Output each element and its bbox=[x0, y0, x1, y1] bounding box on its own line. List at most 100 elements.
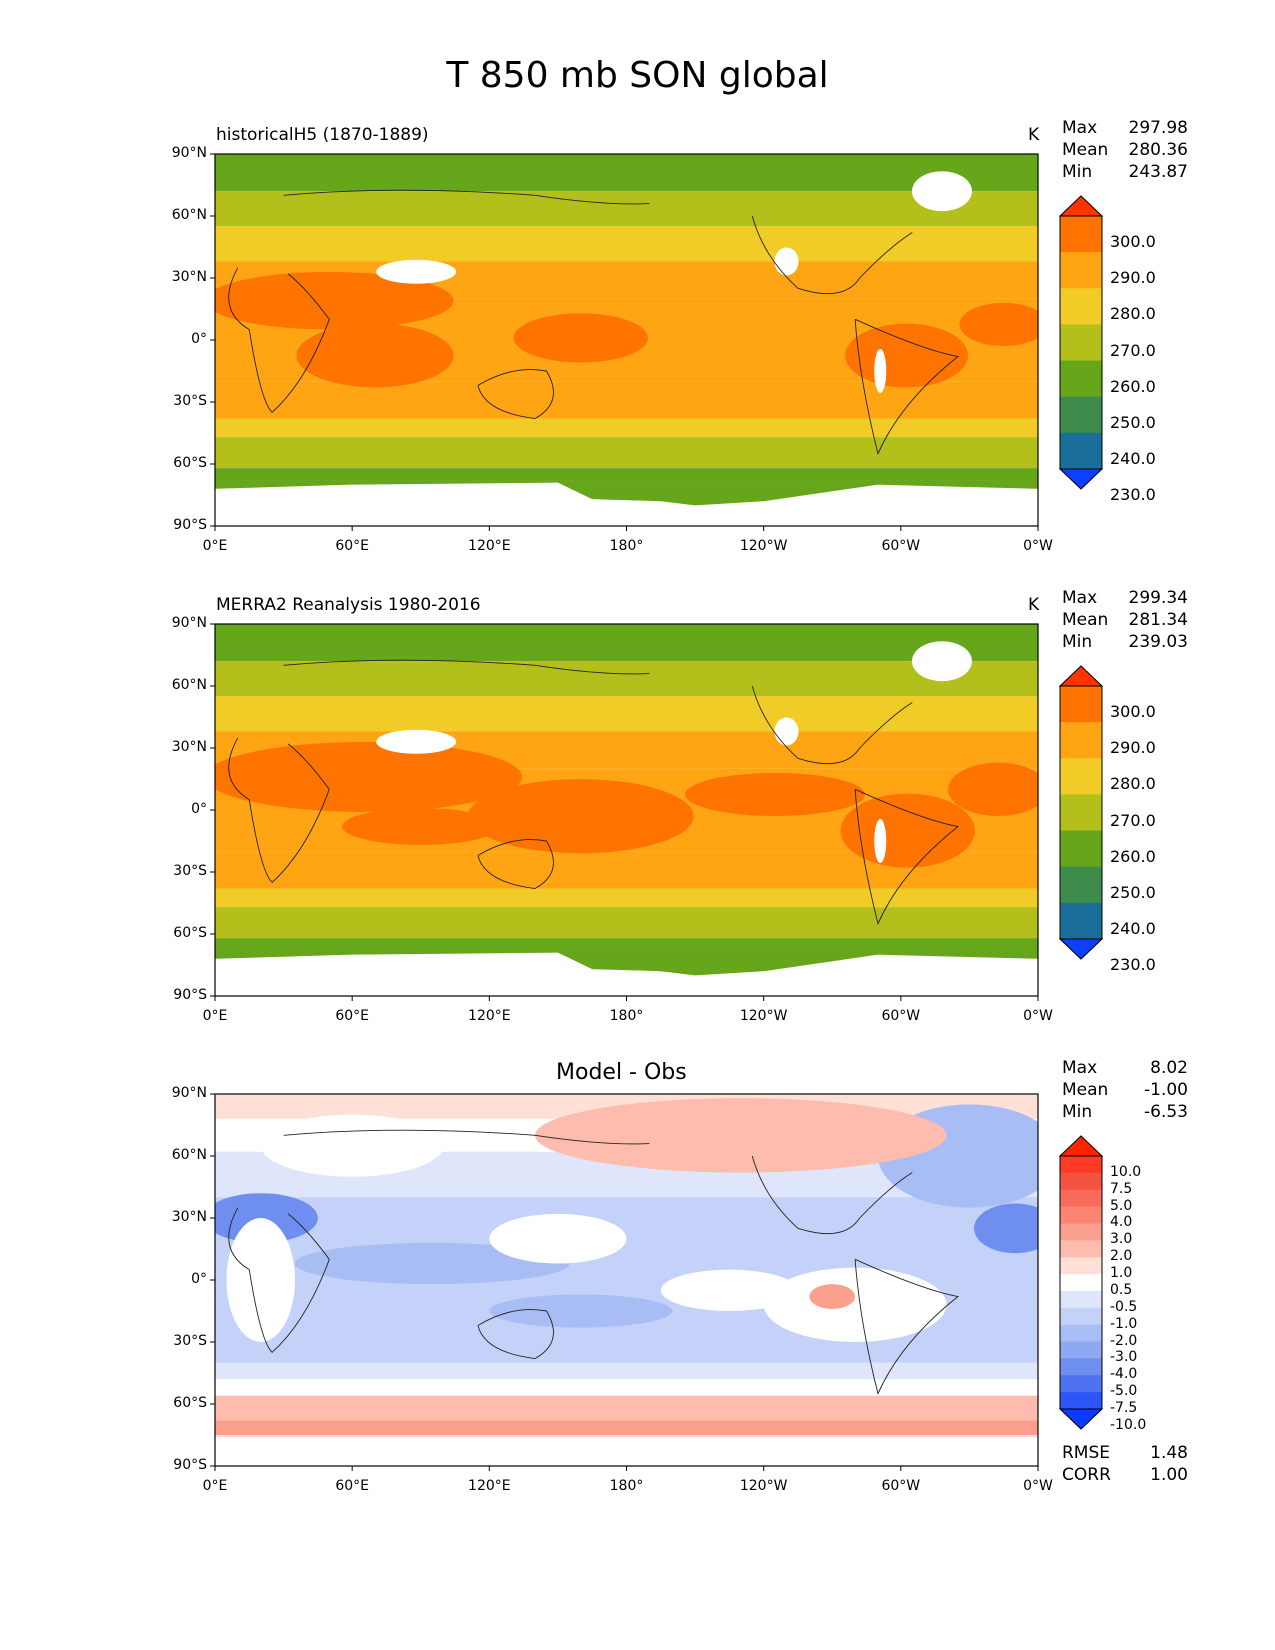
lat-tick-label: 0° bbox=[191, 1271, 207, 1287]
temperature-band bbox=[215, 696, 1038, 732]
antarctica-mask bbox=[215, 482, 1038, 526]
coastline bbox=[228, 1207, 330, 1353]
temperature-band bbox=[215, 154, 1038, 192]
lon-tick-label: 120°E bbox=[468, 1478, 511, 1494]
temperature-band bbox=[215, 381, 1038, 419]
colorbar-outline bbox=[1059, 685, 1103, 940]
colorbar-segment bbox=[1060, 1189, 1102, 1208]
colorbar-tick-label: 240.0 bbox=[1110, 449, 1156, 468]
colorbar-tick-label: 300.0 bbox=[1110, 232, 1156, 252]
panel-2-max-value: 299.34 bbox=[1128, 588, 1188, 608]
colorbar-outline bbox=[1059, 215, 1103, 470]
andes-mask bbox=[874, 819, 887, 863]
lon-tick-label: 180° bbox=[609, 538, 644, 554]
difference-anomaly bbox=[489, 1294, 673, 1328]
coastline bbox=[477, 1309, 554, 1359]
colorbar-segment bbox=[1060, 1307, 1102, 1326]
colorbar-segment bbox=[1060, 1172, 1102, 1191]
panel-1-mean-label: Mean bbox=[1062, 140, 1109, 160]
colorbar-tick-label: 240.0 bbox=[1110, 919, 1156, 938]
temperature-band bbox=[215, 226, 1038, 262]
colorbar-segment bbox=[1060, 794, 1102, 832]
lon-tick-label: 120°E bbox=[468, 1008, 511, 1024]
coastline bbox=[283, 1129, 650, 1145]
colorbar-tick-label: 10.0 bbox=[1110, 1163, 1142, 1180]
colorbar-tick-label: 4.0 bbox=[1110, 1214, 1133, 1231]
colorbar-tick-label: -1.0 bbox=[1110, 1315, 1138, 1332]
coastline bbox=[477, 839, 554, 889]
colorbar-segment bbox=[1060, 722, 1102, 759]
panel-1-title: historicalH5 (1870-1889) bbox=[216, 125, 429, 145]
warm-region bbox=[845, 323, 968, 388]
colorbar-segment bbox=[1060, 1341, 1102, 1359]
difference-anomaly bbox=[260, 1114, 444, 1177]
panel-1-units: K bbox=[1028, 125, 1040, 145]
figure-title: T 850 mb SON global bbox=[446, 55, 829, 96]
greenland-mask bbox=[911, 171, 972, 212]
lon-tick-label: 60°W bbox=[881, 1008, 921, 1024]
colorbar-tick-label: 250.0 bbox=[1110, 882, 1156, 902]
lon-tick-label: 0°E bbox=[202, 1478, 228, 1494]
coastline bbox=[477, 369, 554, 419]
warm-region bbox=[948, 762, 1038, 816]
colorbar-tick-label: 230.0 bbox=[1110, 955, 1156, 975]
difference-anomaly bbox=[660, 1269, 798, 1312]
lat-tick-label: 90°S bbox=[173, 987, 207, 1003]
panel-3-corr-label: CORR bbox=[1062, 1465, 1111, 1485]
tibet-mask bbox=[376, 729, 457, 754]
warm-region bbox=[685, 773, 866, 816]
warm-region bbox=[296, 323, 454, 388]
lat-tick-label: 90°S bbox=[173, 1457, 207, 1473]
colorbar-segment bbox=[1060, 216, 1102, 253]
lat-tick-label: 30°N bbox=[171, 739, 207, 755]
lon-tick-label: 120°W bbox=[739, 538, 788, 554]
colorbar-tick-label: -7.5 bbox=[1110, 1400, 1138, 1416]
colorbar-segment bbox=[1060, 252, 1102, 289]
colorbar-tick-label: 5.0 bbox=[1110, 1197, 1133, 1214]
andes-mask bbox=[874, 349, 887, 393]
panel-1-mean-value: 280.36 bbox=[1128, 140, 1188, 160]
colorbar-segment bbox=[1060, 396, 1102, 434]
colorbar-tick-label: -5.0 bbox=[1110, 1383, 1138, 1400]
colorbar-max-extension bbox=[1058, 195, 1104, 217]
coastline bbox=[228, 267, 330, 413]
difference-anomaly bbox=[489, 1213, 627, 1264]
difference-anomaly bbox=[226, 1218, 296, 1342]
lon-tick-label: 60°E bbox=[335, 1008, 369, 1024]
lon-tick-label: 120°E bbox=[468, 538, 511, 554]
lat-tick-label: 30°S bbox=[173, 393, 207, 409]
panel-3-title: Model - Obs bbox=[556, 1060, 687, 1085]
colorbar-tick-label: 3.0 bbox=[1110, 1231, 1133, 1248]
colorbar-outline bbox=[1059, 1155, 1103, 1410]
lat-tick-label: 60°N bbox=[171, 677, 207, 693]
map-panel-2 bbox=[215, 624, 1038, 996]
colorbar-tick-label: 230.0 bbox=[1110, 485, 1156, 505]
lat-tick-label: 60°S bbox=[173, 925, 207, 941]
colorbar-tick-label: 2.0 bbox=[1110, 1248, 1133, 1265]
coastline bbox=[751, 215, 913, 295]
lon-tick-label: 0°E bbox=[202, 538, 228, 554]
lat-tick-label: 90°S bbox=[173, 517, 207, 533]
panel-3-mean-label: Mean bbox=[1062, 1080, 1109, 1100]
lat-tick-label: 30°N bbox=[171, 269, 207, 285]
greenland-mask bbox=[911, 641, 972, 682]
colorbar-tick-label: 0.5 bbox=[1110, 1281, 1133, 1298]
colorbar-segment bbox=[1060, 686, 1102, 723]
panel-3-rmse-value: 1.48 bbox=[1150, 1443, 1188, 1463]
lon-tick-label: 0°W bbox=[1023, 1008, 1053, 1024]
panel-3-min-label: Min bbox=[1062, 1102, 1093, 1122]
temperature-band bbox=[215, 907, 1038, 939]
difference-anomaly bbox=[974, 1203, 1038, 1254]
panel-1-min-label: Min bbox=[1062, 162, 1093, 182]
warm-region bbox=[467, 779, 694, 854]
difference-anomaly bbox=[535, 1098, 947, 1173]
panel-1-max-value: 297.98 bbox=[1128, 118, 1188, 138]
rockies-mask bbox=[774, 717, 799, 746]
lat-tick-label: 90°N bbox=[171, 145, 207, 161]
colorbar-tick-label: -10.0 bbox=[1110, 1416, 1147, 1433]
colorbar-segment bbox=[1060, 758, 1102, 795]
colorbar-segment bbox=[1060, 1392, 1102, 1410]
lat-tick-label: 30°S bbox=[173, 1333, 207, 1349]
panel-1-max-label: Max bbox=[1062, 118, 1098, 138]
